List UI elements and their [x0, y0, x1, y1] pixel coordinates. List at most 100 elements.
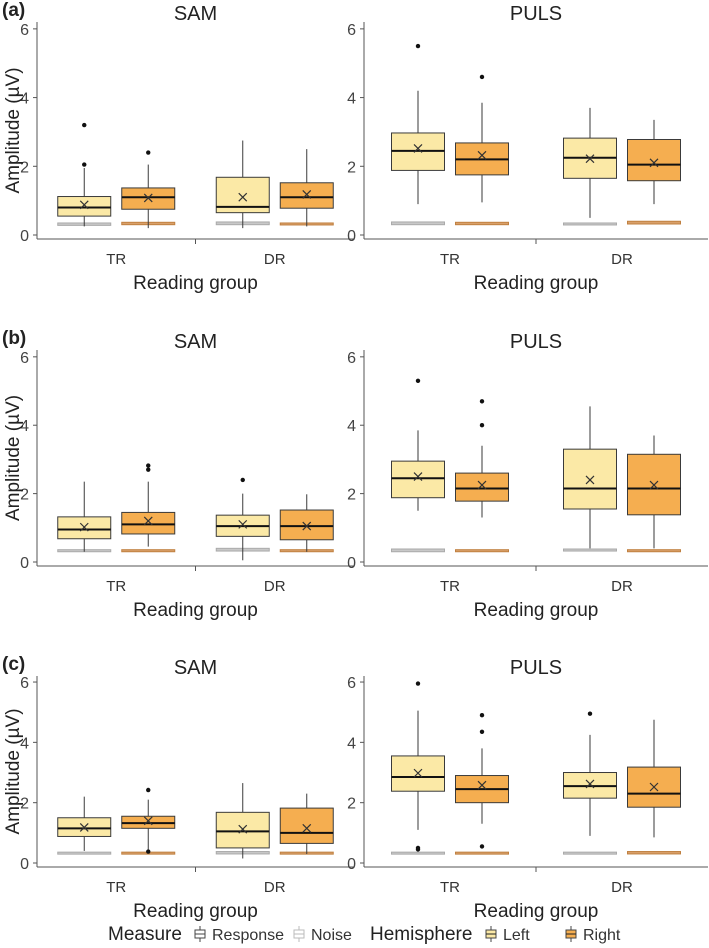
y-tick-label: 6 — [20, 22, 29, 39]
x-tick-label: TR — [106, 879, 126, 896]
outlier-point — [146, 150, 151, 155]
noise-box — [391, 851, 445, 855]
y-tick-label: 6 — [347, 22, 356, 39]
box-tr-right — [455, 399, 509, 553]
legend-label: Right — [583, 927, 621, 944]
legend-label: Response — [212, 927, 284, 944]
box-tr-left — [391, 681, 445, 855]
y-tick-label: 0 — [347, 228, 356, 245]
panel-tag: (b) — [2, 328, 26, 349]
x-axis-label: Reading group — [133, 273, 258, 294]
outlier-point — [146, 463, 151, 468]
iqr-box — [563, 448, 617, 510]
outlier-point — [479, 729, 485, 734]
mean-marker — [302, 823, 312, 833]
x-tick-label: TR — [440, 879, 460, 896]
box-dr-right — [279, 494, 334, 553]
outlier-point — [82, 122, 87, 128]
box-dr-right — [279, 149, 334, 227]
x-tick-label: TR — [106, 251, 126, 268]
box-tr-left — [391, 378, 445, 553]
iqr-box — [279, 509, 334, 541]
outlier-point — [479, 423, 485, 428]
panel-title: PULS — [510, 3, 562, 25]
panel-1: (a) SAM 0 2 4 6 Amplitude (µV) TR DR Reading grou… — [2, 0, 354, 294]
noise-box — [391, 548, 445, 553]
y-tick-label: 4 — [20, 91, 29, 108]
y-tick-label: 2 — [20, 487, 29, 504]
outlier-point — [415, 43, 421, 49]
box-dr-left — [215, 477, 270, 561]
box-dr-left — [215, 783, 270, 859]
outlier-point — [415, 681, 421, 686]
mean-marker — [413, 472, 423, 481]
mean-marker — [649, 158, 659, 168]
mean-marker — [477, 480, 487, 490]
x-tick-label: DR — [264, 578, 286, 595]
x-axis-label: Reading group — [474, 600, 599, 621]
y-tick-label: 0 — [20, 555, 29, 572]
box-dr-right — [627, 435, 681, 553]
mean-marker — [477, 150, 487, 160]
box-tr-left — [57, 796, 112, 855]
box-dr-left — [563, 711, 617, 855]
x-axis-label: Reading group — [474, 901, 599, 922]
y-tick-label: 0 — [347, 555, 356, 572]
iqr-box — [215, 811, 270, 849]
panel-5: (c) SAM 0 2 4 6 Amplitude (µV) TR DR Reading grou… — [2, 654, 354, 922]
y-axis-label: Amplitude (µV) — [3, 708, 24, 834]
y-tick-label: 2 — [347, 796, 356, 813]
y-tick-label: 2 — [20, 796, 29, 813]
legend-label: Noise — [311, 927, 352, 944]
mean-marker — [143, 516, 153, 526]
y-tick-label: 6 — [347, 350, 356, 367]
y-tick-label: 6 — [347, 675, 356, 692]
box-tr-right — [455, 713, 509, 855]
legend-measure-title: Measure — [108, 924, 182, 945]
x-axis-label: Reading group — [133, 600, 258, 621]
mean-marker — [238, 824, 248, 834]
mean-marker — [413, 768, 423, 778]
outlier-point — [415, 378, 421, 383]
panel-title: PULS — [510, 331, 562, 353]
mean-marker — [79, 522, 89, 532]
y-tick-label: 6 — [20, 350, 29, 367]
legend-response: Response — [194, 926, 284, 944]
legend: Measure Response Noise Hemisphere Left Right — [108, 924, 621, 945]
noise-box — [455, 851, 509, 855]
box-dr-right — [627, 719, 681, 855]
box-tr-left — [57, 122, 112, 227]
y-tick-label: 0 — [20, 856, 29, 873]
box-dr-right — [279, 793, 334, 855]
iqr-box — [279, 807, 334, 844]
panel-4: PULS 0 2 4 6 TR DR Reading group — [347, 331, 708, 621]
outlier-point — [82, 162, 87, 167]
x-tick-label: TR — [106, 578, 126, 595]
box-tr-right — [121, 787, 176, 855]
y-tick-label: 4 — [347, 418, 356, 435]
x-tick-label: DR — [611, 251, 633, 268]
box-tr-left — [57, 481, 112, 553]
y-axis-label: Amplitude (µV) — [3, 67, 24, 193]
mean-marker — [143, 193, 153, 203]
x-tick-label: TR — [440, 251, 460, 268]
outlier-point — [146, 787, 151, 793]
mean-marker — [302, 521, 312, 531]
iqr-box — [279, 182, 334, 209]
x-tick-label: DR — [611, 879, 633, 896]
iqr-box — [455, 472, 509, 502]
mean-marker — [585, 779, 595, 789]
x-tick-label: TR — [440, 578, 460, 595]
y-tick-label: 4 — [20, 418, 29, 435]
noise-box — [627, 549, 681, 553]
noise-box — [57, 851, 112, 855]
panel-title: SAM — [174, 3, 217, 25]
box-dr-left — [563, 406, 617, 552]
panel-title: PULS — [510, 657, 562, 679]
mean-marker — [79, 822, 89, 832]
x-axis-label: Reading group — [474, 273, 599, 294]
y-tick-label: 6 — [20, 675, 29, 692]
y-tick-label: 4 — [20, 735, 29, 752]
noise-box — [121, 549, 176, 553]
